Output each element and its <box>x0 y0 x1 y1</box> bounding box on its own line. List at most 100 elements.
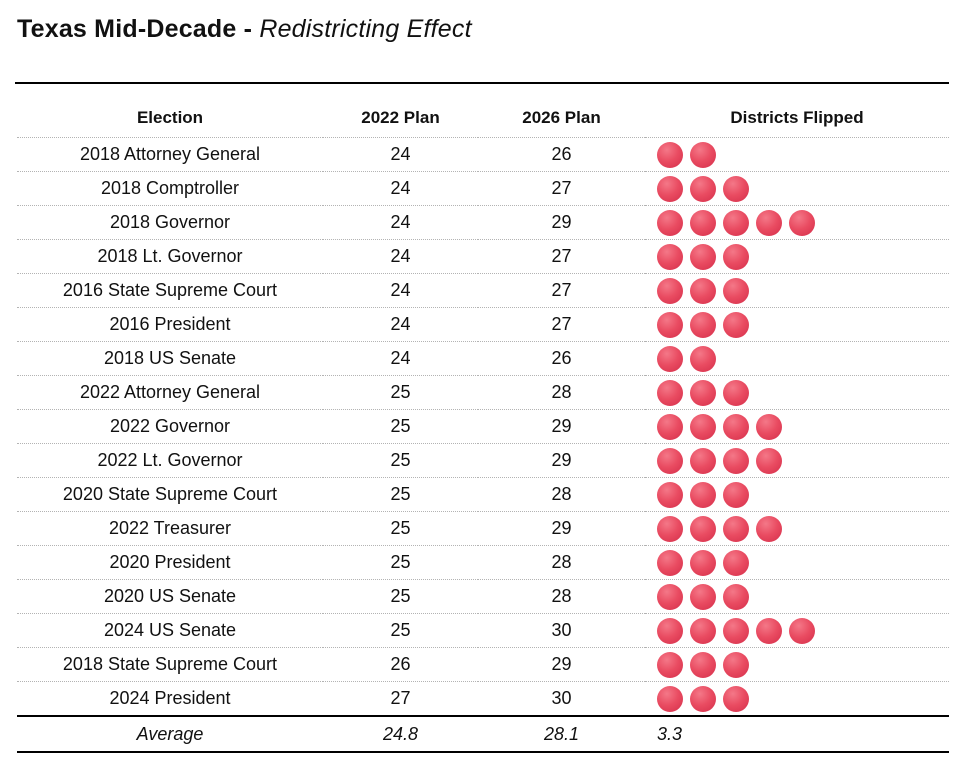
district-flip-dot <box>723 311 749 338</box>
table-header: Election 2022 Plan 2026 Plan Districts F… <box>17 108 949 138</box>
plan-2026-cell: 30 <box>551 688 572 708</box>
election-cell: 2022 Treasurer <box>108 518 232 538</box>
flipped-dots-cell <box>645 682 949 717</box>
district-flip-dot <box>789 209 815 236</box>
district-flip-dot <box>723 617 749 644</box>
district-flip-dot <box>756 447 782 474</box>
flipped-dots-cell <box>645 546 949 580</box>
plan-2022-cell: 25 <box>390 518 411 538</box>
table-row: 2020 US Senate 25 28 <box>17 580 949 614</box>
plan-2022-cell: 27 <box>390 688 411 708</box>
flipped-dots-cell <box>645 342 949 376</box>
district-flip-dot <box>690 583 716 610</box>
table-row: 2024 President 27 30 <box>17 682 949 717</box>
district-flip-dot <box>657 175 683 202</box>
header-2026-plan: 2026 Plan <box>522 108 601 127</box>
plan-2026-cell: 29 <box>551 416 572 436</box>
plan-2026-cell: 28 <box>551 382 572 402</box>
table-row: 2020 President 25 28 <box>17 546 949 580</box>
flipped-dots-cell <box>645 512 949 546</box>
table-body: 2018 Attorney General 24 26 2018 Comptro… <box>17 138 949 717</box>
table-row: 2018 Lt. Governor 24 27 <box>17 240 949 274</box>
table-row: 2022 Attorney General 25 28 <box>17 376 949 410</box>
average-label: Average <box>136 723 204 744</box>
table-row: 2018 US Senate 24 26 <box>17 342 949 376</box>
page-title-bold: Texas Mid-Decade - <box>17 15 260 43</box>
district-flip-dot <box>690 481 716 508</box>
district-flip-dot <box>690 345 716 372</box>
election-cell: 2022 Lt. Governor <box>97 450 243 470</box>
district-flip-dot <box>690 651 716 678</box>
average-flipped: 3.3 <box>657 723 683 744</box>
district-flip-dot <box>723 243 749 270</box>
page-title: Texas Mid-Decade - Redistricting Effect <box>0 0 966 44</box>
plan-2022-cell: 25 <box>390 620 411 640</box>
flipped-dots-cell <box>645 444 949 478</box>
plan-2026-cell: 29 <box>551 450 572 470</box>
plan-2026-cell: 26 <box>551 348 572 368</box>
district-flip-dot <box>657 345 683 372</box>
district-flip-dot <box>657 311 683 338</box>
plan-2026-cell: 28 <box>551 552 572 572</box>
flipped-dots-cell <box>645 580 949 614</box>
average-2026-plan: 28.1 <box>543 723 580 744</box>
district-flip-dot <box>756 515 782 542</box>
district-flip-dot <box>657 277 683 304</box>
district-flip-dot <box>690 413 716 440</box>
table-row: 2022 Lt. Governor 25 29 <box>17 444 949 478</box>
election-cell: 2016 State Supreme Court <box>62 280 278 300</box>
district-flip-dot <box>690 685 716 712</box>
plan-2026-cell: 29 <box>551 518 572 538</box>
district-flip-dot <box>657 141 683 168</box>
plan-2026-cell: 27 <box>551 314 572 334</box>
district-flip-dot <box>657 413 683 440</box>
district-flip-dot <box>723 413 749 440</box>
flipped-dots-cell <box>645 478 949 512</box>
district-flip-dot <box>690 311 716 338</box>
plan-2022-cell: 25 <box>390 484 411 504</box>
district-flip-dot <box>723 685 749 712</box>
plan-2022-cell: 24 <box>390 246 411 266</box>
district-flip-dot <box>690 277 716 304</box>
plan-2026-cell: 29 <box>551 212 572 232</box>
election-cell: 2020 State Supreme Court <box>62 484 278 504</box>
district-flip-dot <box>723 651 749 678</box>
district-flip-dot <box>657 481 683 508</box>
table-row: 2018 Attorney General 24 26 <box>17 138 949 172</box>
plan-2022-cell: 24 <box>390 178 411 198</box>
district-flip-dot <box>723 481 749 508</box>
header-districts-flipped: Districts Flipped <box>730 108 864 127</box>
election-cell: 2020 President <box>109 552 231 572</box>
plan-2022-cell: 24 <box>390 144 411 164</box>
district-flip-dot <box>657 515 683 542</box>
flipped-dots-cell <box>645 172 949 206</box>
district-flip-dot <box>657 209 683 236</box>
plan-2022-cell: 24 <box>390 280 411 300</box>
flipped-dots-cell <box>645 308 949 342</box>
election-cell: 2018 Comptroller <box>100 178 240 198</box>
header-election: Election <box>136 108 204 127</box>
district-flip-dot <box>690 379 716 406</box>
district-flip-dot <box>690 175 716 202</box>
flipped-dots-cell <box>645 376 949 410</box>
page-title-italic: Redistricting Effect <box>259 15 472 43</box>
table-row: 2018 State Supreme Court 26 29 <box>17 648 949 682</box>
district-flip-dot <box>723 175 749 202</box>
table-row: 2022 Governor 25 29 <box>17 410 949 444</box>
top-rule <box>15 82 949 84</box>
plan-2022-cell: 24 <box>390 212 411 232</box>
table-row: 2016 President 24 27 <box>17 308 949 342</box>
election-cell: 2018 Attorney General <box>79 144 261 164</box>
election-cell: 2022 Attorney General <box>79 382 261 402</box>
plan-2022-cell: 24 <box>390 348 411 368</box>
table-row: 2022 Treasurer 25 29 <box>17 512 949 546</box>
election-cell: 2022 Governor <box>109 416 231 436</box>
plan-2022-cell: 25 <box>390 552 411 572</box>
table-row: 2018 Governor 24 29 <box>17 206 949 240</box>
district-flip-dot <box>723 379 749 406</box>
table-header-row: Election 2022 Plan 2026 Plan Districts F… <box>17 108 949 138</box>
election-cell: 2018 State Supreme Court <box>62 654 278 674</box>
flipped-dots-cell <box>645 648 949 682</box>
plan-2026-cell: 27 <box>551 246 572 266</box>
plan-2026-cell: 28 <box>551 484 572 504</box>
